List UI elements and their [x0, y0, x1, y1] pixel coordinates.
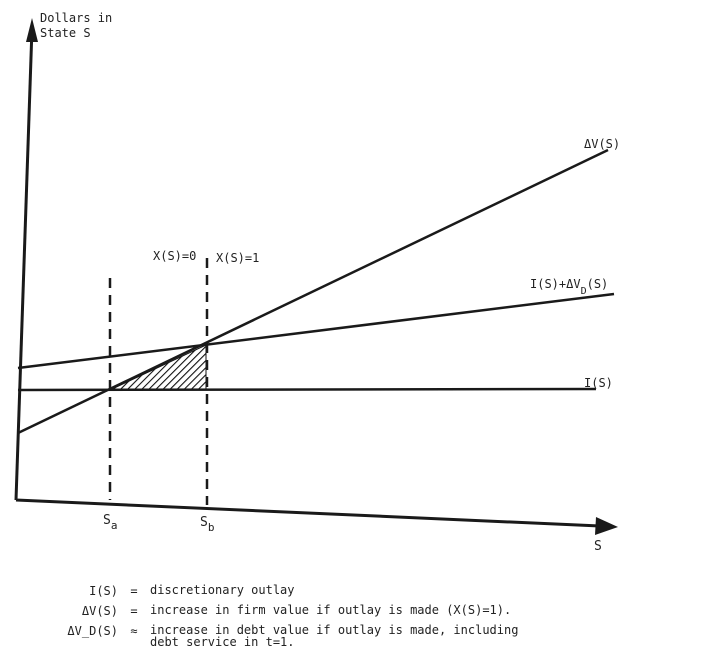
delta-v-line [17, 148, 609, 435]
y-axis-label-line2: State S [40, 26, 91, 40]
legend-eq: = [130, 584, 138, 598]
legend-eq: = [130, 604, 138, 618]
sa-label: Sa [103, 513, 117, 532]
payoff-diagram: Dollars in State S S ΔV(S) I(S)+ΔVD(S) I… [14, 11, 620, 554]
legend-row-delta-v: ΔV(S) = increase in firm value if outlay… [60, 604, 700, 624]
legend-term: I(S) [89, 584, 118, 598]
i-label: I(S) [584, 376, 613, 390]
i-plus-delta-vd-label: I(S)+ΔVD(S) [530, 277, 608, 297]
legend-eq: ≈ [130, 624, 138, 638]
x-axis [15, 498, 601, 528]
i-line [17, 387, 597, 392]
i-plus-delta-vd-sub: D [581, 286, 587, 297]
sb-main: S [200, 515, 208, 530]
x-zero-label: X(S)=0 [153, 249, 196, 263]
legend-term: ΔV(S) [81, 604, 118, 618]
legend-row-i: I(S) = discretionary outlay [60, 584, 700, 604]
legend-desc: increase in debt value if outlay is made… [150, 623, 519, 649]
i-plus-delta-vd-main: I(S)+ΔV [530, 277, 581, 291]
x-axis-arrowhead [595, 517, 618, 535]
x-axis-label: S [594, 539, 602, 554]
sb-label: Sb [200, 515, 214, 534]
legend: I(S) = discretionary outlay ΔV(S) = incr… [60, 584, 700, 660]
legend-term: ΔV_D(S) [67, 624, 118, 638]
y-axis [14, 27, 34, 501]
legend-desc: increase in firm value if outlay is made… [150, 603, 512, 617]
sa-sub: a [111, 519, 118, 532]
legend-desc: discretionary outlay [150, 583, 295, 597]
sa-main: S [103, 513, 111, 528]
delta-v-label: ΔV(S) [584, 137, 620, 151]
i-plus-delta-vd-tail: (S) [587, 277, 609, 291]
legend-row-delta-vd: ΔV_D(S) ≈ increase in debt value if outl… [60, 624, 700, 660]
y-axis-arrowhead [26, 18, 38, 42]
i-plus-delta-vd-line [17, 292, 615, 370]
x-one-label: X(S)=1 [216, 251, 259, 265]
y-axis-label-line1: Dollars in [40, 11, 112, 25]
sb-sub: b [208, 521, 215, 534]
